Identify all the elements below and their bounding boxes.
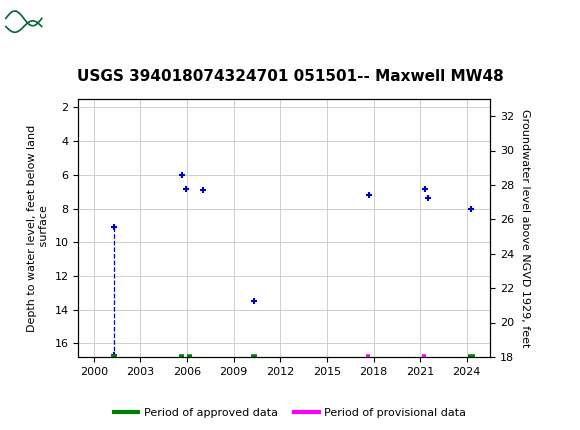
Legend: Period of approved data, Period of provisional data: Period of approved data, Period of provi… (109, 403, 471, 422)
Point (364, 192, 374, 199)
Point (182, 186, 191, 193)
Point (110, 352, 119, 359)
Point (178, 171, 187, 178)
Point (420, 186, 429, 193)
Y-axis label: Depth to water level, feet below land
 surface: Depth to water level, feet below land su… (27, 124, 49, 332)
Point (110, 224, 119, 230)
Point (198, 187, 207, 194)
Y-axis label: Groundwater level above NGVD 1929, feet: Groundwater level above NGVD 1929, feet (520, 109, 530, 347)
Text: USGS: USGS (49, 13, 96, 28)
Point (467, 205, 476, 212)
Text: USGS 394018074324701 051501-- Maxwell MW48: USGS 394018074324701 051501-- Maxwell MW… (77, 69, 503, 84)
Bar (5, 5, 42, 36)
Point (423, 195, 433, 202)
Point (249, 298, 259, 305)
